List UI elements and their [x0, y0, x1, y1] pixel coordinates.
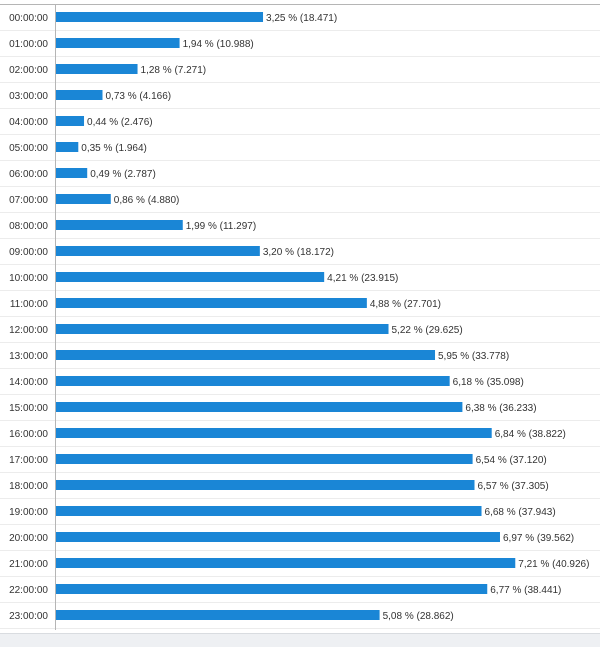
category-label: 07:00:00	[9, 195, 48, 206]
category-label: 16:00:00	[9, 429, 48, 440]
bar	[56, 12, 264, 22]
data-label: 6,68 % (37.943)	[485, 507, 556, 518]
category-label: 10:00:00	[9, 273, 48, 284]
bar	[56, 350, 436, 360]
data-label: 0,44 % (2.476)	[87, 117, 153, 128]
data-label: 5,22 % (29.625)	[392, 325, 463, 336]
bar	[56, 532, 500, 542]
data-label: 6,77 % (38.441)	[490, 585, 561, 596]
category-label: 23:00:00	[9, 611, 48, 622]
category-label: 21:00:00	[9, 559, 48, 570]
category-label: 04:00:00	[9, 117, 48, 128]
bar	[56, 402, 463, 412]
category-label: 12:00:00	[9, 325, 48, 336]
data-label: 3,20 % (18.172)	[263, 247, 334, 258]
data-label: 7,21 % (40.926)	[518, 559, 589, 570]
category-label: 08:00:00	[9, 221, 48, 232]
bar	[56, 90, 103, 100]
bar	[56, 142, 79, 152]
bar	[56, 558, 516, 568]
bar	[56, 64, 138, 74]
data-label: 6,54 % (37.120)	[476, 455, 547, 466]
data-label: 3,25 % (18.471)	[266, 13, 337, 24]
bar	[56, 610, 380, 620]
bar	[56, 194, 111, 204]
bar	[56, 116, 85, 126]
category-label: 06:00:00	[9, 169, 48, 180]
bar	[56, 376, 450, 386]
category-label: 00:00:00	[9, 13, 48, 24]
data-label: 1,94 % (10.988)	[183, 39, 254, 50]
bar	[56, 298, 367, 308]
data-label: 1,28 % (7.271)	[141, 65, 207, 76]
data-label: 0,73 % (4.166)	[106, 91, 172, 102]
bar	[56, 506, 482, 516]
bar	[56, 584, 488, 594]
bar	[56, 168, 88, 178]
category-label: 01:00:00	[9, 39, 48, 50]
category-label: 14:00:00	[9, 377, 48, 388]
category-label: 13:00:00	[9, 351, 48, 362]
bar	[56, 272, 325, 282]
bar	[56, 324, 389, 334]
category-label: 03:00:00	[9, 91, 48, 102]
bar	[56, 38, 180, 48]
bar	[56, 454, 473, 464]
bar	[56, 246, 260, 256]
category-label: 18:00:00	[9, 481, 48, 492]
data-label: 6,38 % (36.233)	[465, 403, 536, 414]
data-label: 0,35 % (1.964)	[81, 143, 147, 154]
category-label: 22:00:00	[9, 585, 48, 596]
data-label: 5,08 % (28.862)	[383, 611, 454, 622]
data-label: 6,97 % (39.562)	[503, 533, 574, 544]
category-label: 20:00:00	[9, 533, 48, 544]
data-label: 5,95 % (33.778)	[438, 351, 509, 362]
footer-bar	[0, 633, 600, 647]
data-label: 4,88 % (27.701)	[370, 299, 441, 310]
category-label: 09:00:00	[9, 247, 48, 258]
category-label: 02:00:00	[9, 65, 48, 76]
data-label: 6,18 % (35.098)	[453, 377, 524, 388]
bar	[56, 428, 492, 438]
category-label: 19:00:00	[9, 507, 48, 518]
bar	[56, 220, 183, 230]
category-label: 15:00:00	[9, 403, 48, 414]
category-label: 17:00:00	[9, 455, 48, 466]
data-label: 6,57 % (37.305)	[478, 481, 549, 492]
data-label: 0,49 % (2.787)	[90, 169, 156, 180]
data-label: 6,84 % (38.822)	[495, 429, 566, 440]
bar	[56, 480, 475, 490]
category-label: 11:00:00	[10, 299, 49, 310]
category-label: 05:00:00	[9, 143, 48, 154]
data-label: 1,99 % (11.297)	[186, 221, 256, 232]
data-label: 0,86 % (4.880)	[114, 195, 180, 206]
data-label: 4,21 % (23.915)	[327, 273, 398, 284]
